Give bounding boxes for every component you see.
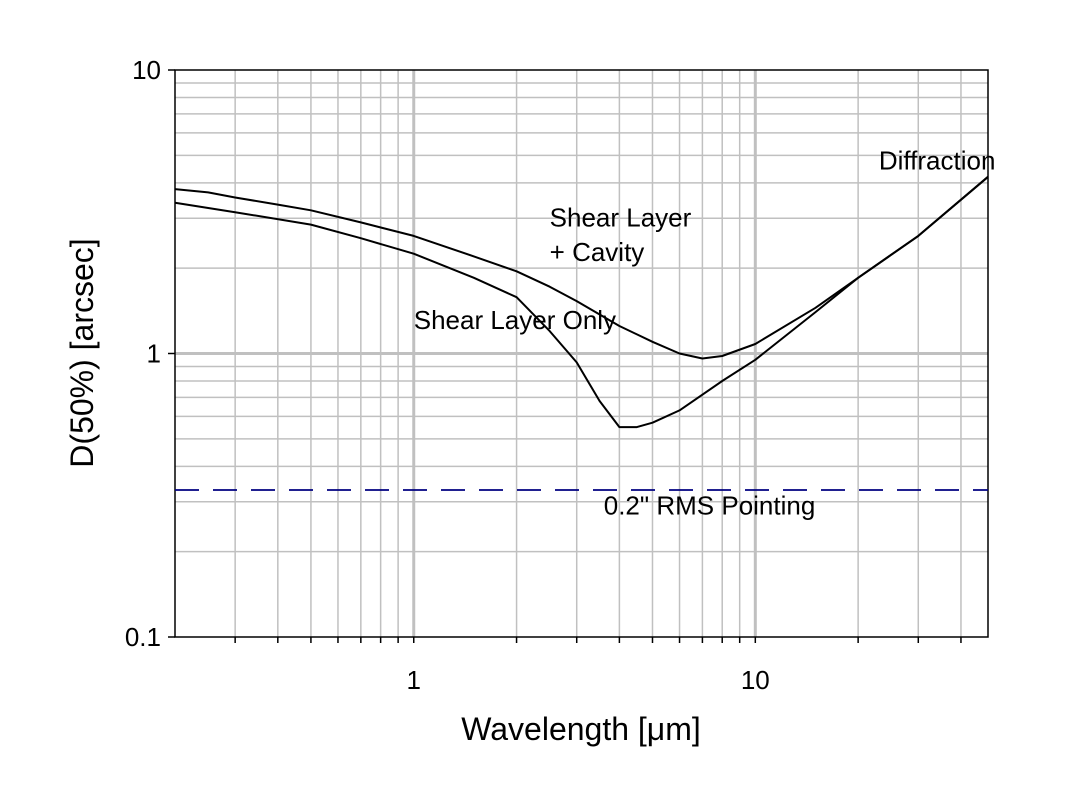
- annotation-3: + Cavity: [550, 237, 645, 267]
- grid-major: [175, 70, 988, 637]
- annotations: Diffraction Shear Layer + Cavity Shear Laye…: [414, 146, 996, 521]
- annotation-4: Shear Layer Only: [414, 305, 616, 335]
- axis-ticks: [168, 69, 962, 643]
- y-tick-label: 10: [132, 55, 161, 85]
- y-axis-title: D(50%) [arcsec]: [64, 238, 100, 467]
- x-axis-title: Wavelength [μm]: [461, 711, 701, 747]
- series-line-1: [174, 176, 989, 360]
- annotation-2: Shear Layer: [550, 203, 692, 233]
- annotation-1: Diffraction: [879, 146, 996, 176]
- x-tick-labels: 1 10: [407, 665, 770, 695]
- y-tick-labels: 0.1 1 10: [125, 55, 161, 652]
- y-tick-label: 0.1: [125, 622, 161, 652]
- y-tick-label: 1: [147, 339, 161, 369]
- series-line-2: [174, 176, 989, 429]
- annotation-5: 0.2" RMS Pointing: [604, 491, 816, 521]
- x-tick-label: 1: [407, 665, 421, 695]
- x-tick-label: 10: [741, 665, 770, 695]
- series-layer: [174, 176, 989, 491]
